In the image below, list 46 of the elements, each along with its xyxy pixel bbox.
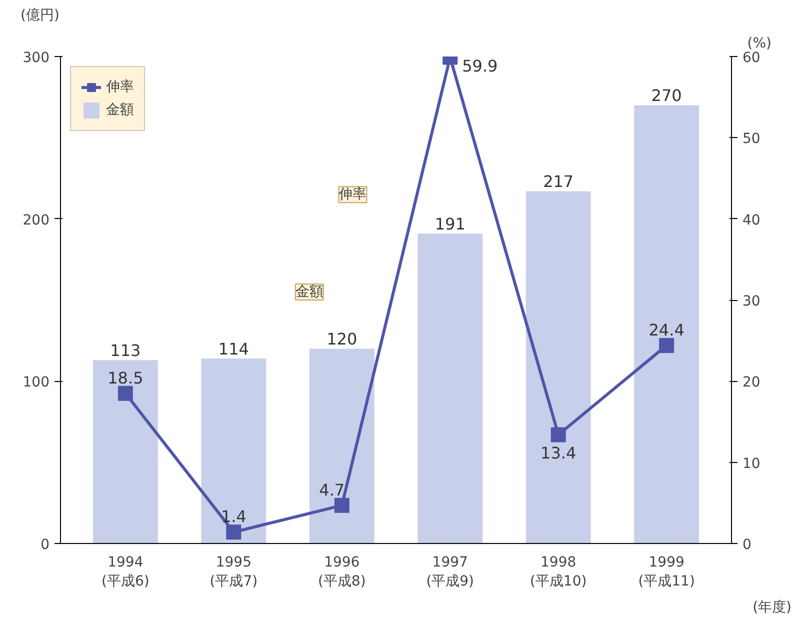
bar xyxy=(309,348,374,544)
bar xyxy=(201,358,266,544)
data-label: 120 xyxy=(326,330,358,349)
y2-tick-label: 30 xyxy=(742,294,760,310)
x-axis-title: (年度) xyxy=(752,600,792,616)
data-label: 114 xyxy=(218,339,249,358)
y-tick-label: 0 xyxy=(40,537,50,553)
data-label: 18.5 xyxy=(108,368,144,388)
annotation: 金額 xyxy=(295,284,324,300)
x-tick-label: 1998 (平成10) xyxy=(530,554,587,590)
bar xyxy=(92,360,158,544)
y2-tick-label: 40 xyxy=(742,212,760,228)
x-tick-label: 1996 (平成8) xyxy=(318,554,366,590)
data-label: 270 xyxy=(651,86,682,106)
y2-tick-label: 60 xyxy=(742,50,760,66)
bar xyxy=(634,105,700,544)
point xyxy=(659,338,674,353)
y-axis-title: (億円) xyxy=(20,8,60,24)
y-tick-label: 300 xyxy=(22,50,50,66)
y2-tick-label: 0 xyxy=(742,537,752,553)
x-tick-label: 1995 (平成7) xyxy=(210,554,258,590)
legend-label: 伸率 xyxy=(106,78,134,96)
y2-tick-label: 10 xyxy=(742,456,760,472)
data-label: 4.7 xyxy=(319,480,345,500)
point xyxy=(118,386,133,401)
data-label: 59.9 xyxy=(462,56,498,76)
data-label: 13.4 xyxy=(540,444,576,463)
x-tick-label: 1997 (平成9) xyxy=(426,554,474,590)
x-tick-label: 1999 (平成11) xyxy=(638,554,695,590)
y2-tick-label: 50 xyxy=(742,131,760,148)
y-tick-label: 200 xyxy=(22,212,50,228)
bar xyxy=(418,233,483,544)
y2-axis-title: (%) xyxy=(747,36,772,52)
bar xyxy=(526,191,591,544)
point xyxy=(550,427,566,442)
y-tick-label: 100 xyxy=(22,374,50,391)
data-label: 217 xyxy=(543,172,574,192)
legend-label: 金額 xyxy=(106,101,134,119)
data-label: 24.4 xyxy=(648,320,684,340)
point xyxy=(334,498,350,513)
data-label: 113 xyxy=(110,341,141,360)
x-tick-label: 1994 (平成6) xyxy=(102,554,150,590)
data-label: 191 xyxy=(434,214,466,234)
data-label: 1.4 xyxy=(220,507,246,526)
y2-tick-label: 20 xyxy=(742,374,760,391)
point xyxy=(226,524,242,540)
